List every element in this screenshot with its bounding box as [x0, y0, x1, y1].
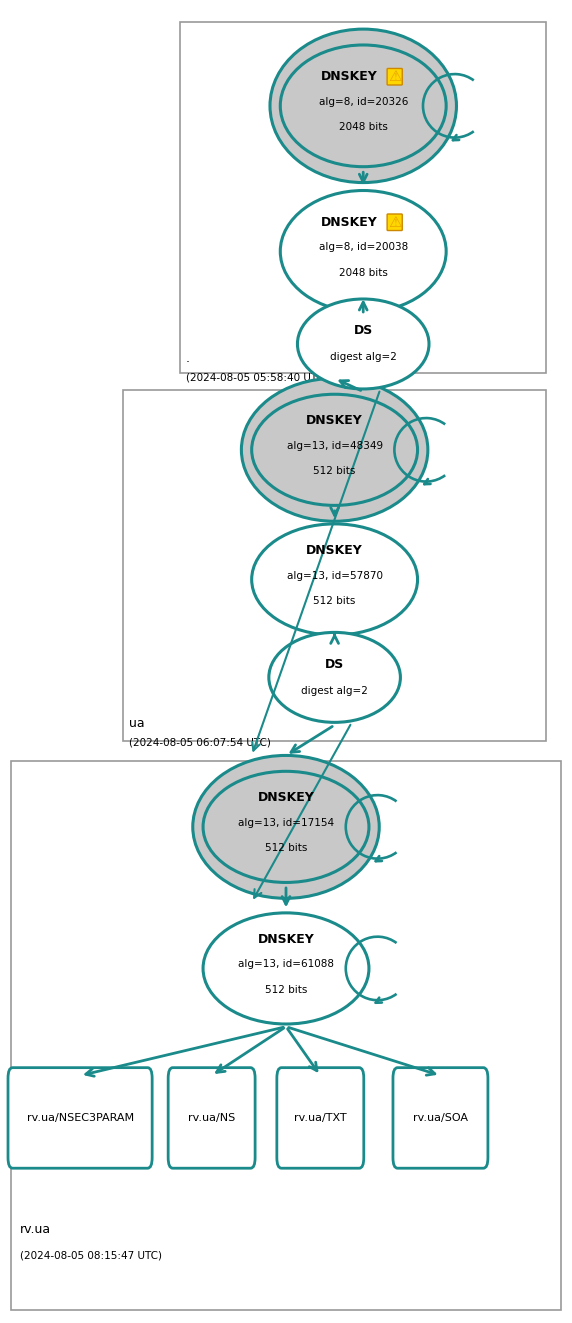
Text: .: .	[186, 352, 190, 365]
Text: (2024-08-05 06:07:54 UTC): (2024-08-05 06:07:54 UTC)	[129, 737, 271, 747]
Text: alg=13, id=61088: alg=13, id=61088	[238, 959, 334, 970]
Text: (2024-08-05 08:15:47 UTC): (2024-08-05 08:15:47 UTC)	[20, 1250, 162, 1261]
Text: rv.ua/NSEC3PARAM: rv.ua/NSEC3PARAM	[26, 1113, 134, 1123]
Ellipse shape	[269, 632, 400, 722]
Text: DNSKEY: DNSKEY	[306, 544, 363, 557]
Text: DNSKEY: DNSKEY	[306, 414, 363, 427]
Text: 512 bits: 512 bits	[265, 984, 307, 995]
Ellipse shape	[203, 913, 369, 1024]
FancyBboxPatch shape	[277, 1068, 364, 1168]
FancyBboxPatch shape	[8, 1068, 152, 1168]
Text: alg=8, id=20038: alg=8, id=20038	[319, 242, 408, 253]
Text: digest alg=2: digest alg=2	[330, 352, 396, 363]
Text: DNSKEY: DNSKEY	[257, 791, 315, 804]
Text: ⚠: ⚠	[388, 69, 402, 85]
Text: rv.ua/TXT: rv.ua/TXT	[294, 1113, 347, 1123]
Ellipse shape	[193, 755, 379, 898]
Ellipse shape	[280, 191, 446, 312]
Text: alg=8, id=20326: alg=8, id=20326	[319, 97, 408, 107]
Text: alg=13, id=48349: alg=13, id=48349	[287, 441, 383, 451]
FancyBboxPatch shape	[180, 22, 546, 373]
Text: alg=13, id=17154: alg=13, id=17154	[238, 818, 334, 828]
Text: ⚠: ⚠	[388, 214, 402, 230]
Text: DS: DS	[353, 324, 373, 337]
Text: 512 bits: 512 bits	[265, 843, 307, 853]
Text: digest alg=2: digest alg=2	[301, 685, 368, 696]
Ellipse shape	[297, 299, 429, 389]
FancyBboxPatch shape	[11, 761, 561, 1310]
Text: DNSKEY: DNSKEY	[320, 216, 378, 229]
Text: DS: DS	[325, 658, 344, 671]
Ellipse shape	[270, 29, 456, 183]
Text: 512 bits: 512 bits	[313, 466, 356, 476]
FancyBboxPatch shape	[123, 390, 546, 741]
Text: rv.ua/SOA: rv.ua/SOA	[413, 1113, 468, 1123]
Text: 512 bits: 512 bits	[313, 595, 356, 606]
Text: 2048 bits: 2048 bits	[339, 267, 388, 278]
Ellipse shape	[252, 394, 418, 505]
Text: alg=13, id=57870: alg=13, id=57870	[287, 570, 383, 581]
Text: (2024-08-05 05:58:40 UTC): (2024-08-05 05:58:40 UTC)	[186, 372, 328, 382]
Ellipse shape	[241, 378, 428, 521]
Text: rv.ua/NS: rv.ua/NS	[188, 1113, 235, 1123]
Ellipse shape	[280, 45, 446, 167]
Ellipse shape	[203, 771, 369, 882]
Text: DNSKEY: DNSKEY	[257, 933, 315, 946]
Ellipse shape	[252, 524, 418, 635]
Text: rv.ua: rv.ua	[20, 1222, 51, 1236]
Text: DNSKEY: DNSKEY	[320, 70, 378, 83]
Text: 2048 bits: 2048 bits	[339, 122, 388, 132]
FancyBboxPatch shape	[168, 1068, 255, 1168]
Text: ua: ua	[129, 717, 144, 730]
FancyBboxPatch shape	[393, 1068, 488, 1168]
